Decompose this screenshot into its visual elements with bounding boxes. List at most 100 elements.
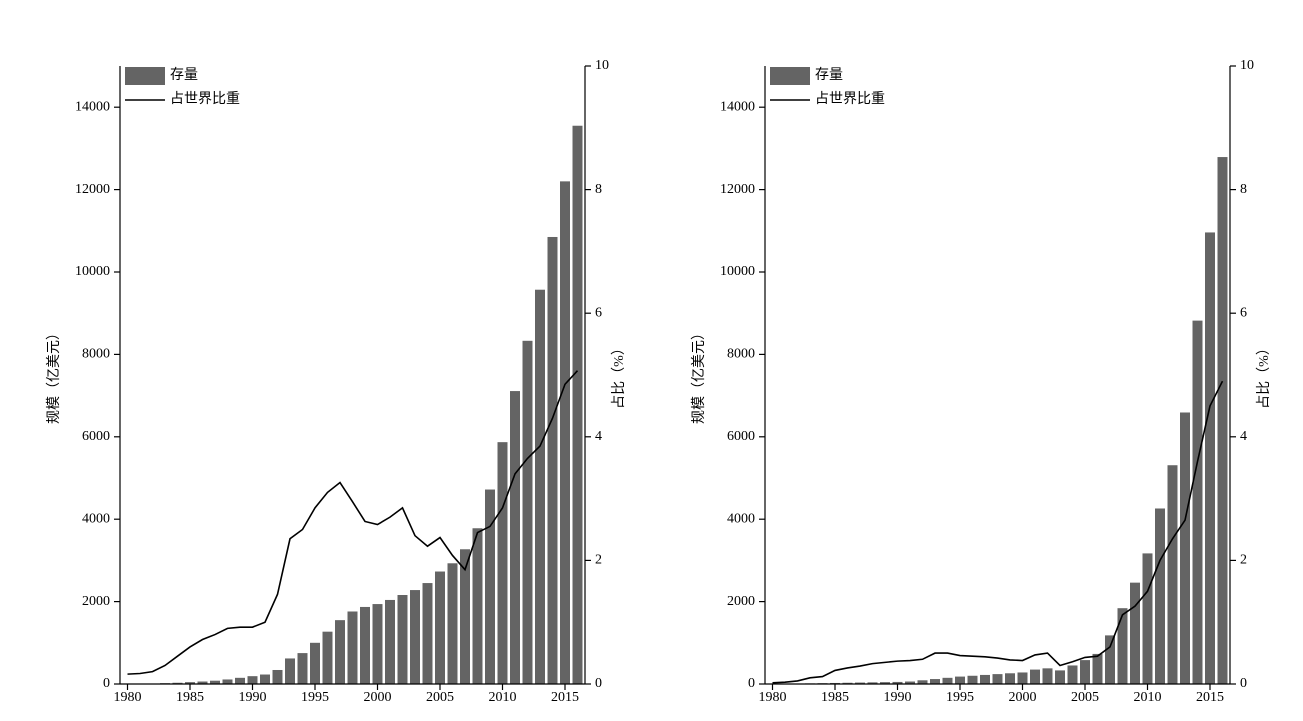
x-tick-label: 2010 [489, 690, 517, 705]
x-tick-label: 1990 [239, 690, 267, 705]
bar [447, 563, 458, 684]
bar [285, 658, 295, 684]
y2-tick-label: 0 [595, 676, 602, 691]
x-tick-label: 1990 [884, 690, 912, 705]
bar [260, 674, 270, 684]
bar [1180, 412, 1190, 684]
legend-label: 占世界比重 [170, 91, 240, 107]
bar [1142, 553, 1153, 684]
y2-tick-label: 10 [595, 58, 609, 73]
x-tick-label: 1985 [821, 690, 849, 705]
bar [185, 682, 195, 684]
y2-tick-label: 8 [1240, 182, 1247, 197]
x-tick-label: 2005 [426, 690, 454, 705]
line [772, 380, 1224, 684]
bar [942, 677, 953, 684]
y-tick-label: 12000 [75, 182, 110, 197]
x-tick-label: 1995 [301, 690, 329, 705]
bar [1067, 665, 1078, 684]
y2-tick-label: 4 [595, 429, 602, 444]
y2-tick-label: 6 [1240, 305, 1247, 320]
bar [360, 606, 370, 684]
bar [1155, 508, 1165, 684]
bar [930, 679, 940, 684]
bar [892, 681, 903, 684]
bar [385, 599, 395, 684]
bar [1117, 608, 1128, 684]
y2-tick-label: 4 [1240, 429, 1247, 444]
bar [842, 682, 853, 684]
y2-tick-label: 8 [595, 182, 602, 197]
bar [1092, 653, 1103, 684]
bar [347, 611, 358, 684]
bar [472, 528, 483, 684]
bar [1167, 465, 1178, 684]
y2-axis-label: 占比（%） [1256, 341, 1272, 409]
y2-tick-label: 2 [595, 553, 602, 568]
y-tick-label: 10000 [720, 264, 755, 279]
y2-tick-label: 10 [1240, 58, 1254, 73]
legend-label: 占世界比重 [815, 91, 885, 107]
bar [522, 340, 533, 684]
bar [497, 442, 508, 684]
x-tick-label: 2000 [1009, 690, 1037, 705]
bar [210, 680, 220, 684]
y-tick-label: 12000 [720, 182, 755, 197]
y-axis-label: 规模（亿美元） [46, 326, 62, 424]
x-tick-label: 1995 [946, 690, 974, 705]
bar [867, 682, 878, 684]
bar [322, 631, 333, 684]
bar [222, 679, 233, 684]
bar [905, 681, 915, 684]
y2-tick-label: 0 [1240, 676, 1247, 691]
y-tick-label: 8000 [82, 347, 110, 362]
bar [880, 682, 890, 684]
bar [510, 391, 520, 684]
bar [855, 682, 865, 684]
x-tick-label: 2015 [551, 690, 579, 705]
bar [460, 549, 470, 684]
bar [422, 583, 433, 684]
bar [917, 680, 928, 684]
bar [435, 571, 445, 684]
y-tick-label: 4000 [727, 511, 755, 526]
y-axis-label: 规模（亿美元） [691, 326, 707, 424]
bar [1030, 669, 1040, 684]
y-tick-label: 10000 [75, 264, 110, 279]
bar [955, 676, 965, 684]
x-tick-label: 2015 [1196, 690, 1224, 705]
y-tick-label: 0 [748, 676, 755, 691]
y-tick-label: 14000 [720, 99, 755, 114]
bar [197, 681, 208, 684]
x-tick-label: 2000 [364, 690, 392, 705]
bar [297, 653, 308, 684]
y-tick-label: 4000 [82, 511, 110, 526]
bar [1080, 660, 1090, 684]
bar [547, 236, 558, 685]
bar [967, 675, 978, 684]
x-tick-label: 1980 [114, 690, 142, 705]
bar [410, 590, 420, 684]
y-tick-label: 8000 [727, 347, 755, 362]
bar [272, 669, 283, 684]
bar [1192, 320, 1203, 684]
legend-swatch [125, 67, 165, 85]
y2-axis-label: 占比（%） [611, 341, 627, 409]
bar [980, 674, 990, 684]
bar [235, 677, 245, 684]
bar [1042, 668, 1053, 684]
y-tick-label: 2000 [82, 594, 110, 609]
bar [1005, 673, 1015, 684]
legend-label: 存量 [815, 67, 843, 83]
y-tick-label: 2000 [727, 594, 755, 609]
bar [1217, 157, 1228, 684]
bar [485, 489, 495, 684]
y-tick-label: 6000 [82, 429, 110, 444]
y-tick-label: 14000 [75, 99, 110, 114]
bar [1055, 670, 1065, 684]
x-tick-label: 1985 [176, 690, 204, 705]
bar [397, 595, 408, 684]
y-tick-label: 6000 [727, 429, 755, 444]
